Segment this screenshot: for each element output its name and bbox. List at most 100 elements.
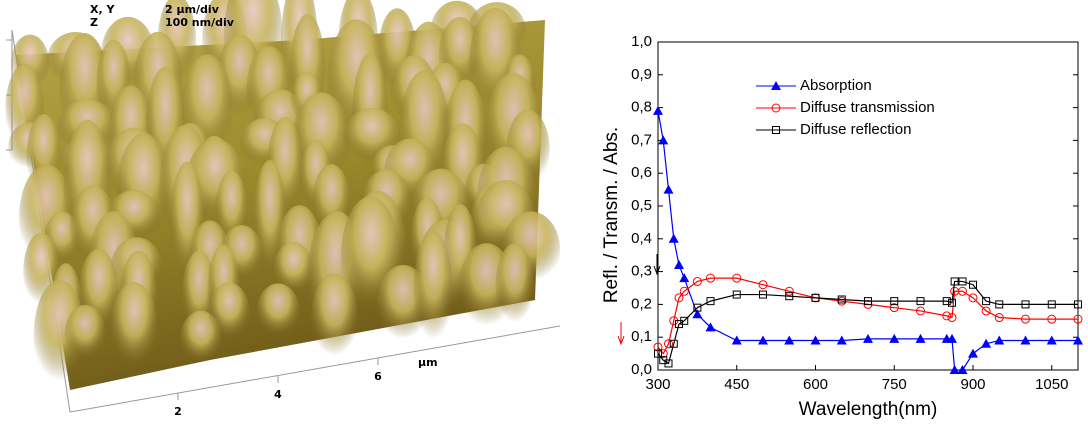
marker xyxy=(772,126,780,134)
y-tick-label: 0,0 xyxy=(631,361,652,378)
marker xyxy=(706,297,715,306)
y-tick-label: 0,2 xyxy=(631,295,652,312)
y-tick-label: 0,1 xyxy=(631,328,652,345)
marker xyxy=(1046,335,1057,345)
marker xyxy=(968,348,978,358)
marker xyxy=(692,309,703,319)
marker xyxy=(784,335,795,345)
marker xyxy=(1073,335,1083,345)
y-tick-label: 0,5 xyxy=(631,197,652,214)
marker xyxy=(771,103,781,113)
marker xyxy=(679,273,690,283)
y-tick-label: 0,4 xyxy=(631,230,652,247)
legend-label: Diffuse transmission xyxy=(800,99,935,116)
marker xyxy=(889,333,900,343)
x-tick-label: 600 xyxy=(803,376,828,393)
marker xyxy=(949,365,960,374)
y-tick-label: 0,9 xyxy=(631,66,652,83)
marker xyxy=(654,349,662,358)
marker xyxy=(693,303,702,312)
marker xyxy=(653,105,663,115)
marker xyxy=(732,290,741,299)
marker xyxy=(811,293,820,302)
annotation-arrow xyxy=(617,322,625,346)
marker xyxy=(810,335,821,345)
marker xyxy=(916,306,925,316)
chart: Refl. / Transm. / Abs. Wavelength(nm) 0,… xyxy=(601,33,1083,420)
marker xyxy=(669,339,678,348)
line xyxy=(657,277,1078,355)
marker xyxy=(981,306,991,316)
afm-peak xyxy=(413,230,453,352)
marker xyxy=(1047,300,1056,309)
afm-image: X, Y 2 µm/div Z 100 nm/div µm 2 4 6 xyxy=(5,0,560,418)
marker xyxy=(674,260,684,270)
marker xyxy=(981,338,992,348)
x-axis-label: Wavelength(nm) xyxy=(799,399,938,420)
marker xyxy=(653,342,663,352)
afm-peak xyxy=(110,282,158,377)
marker xyxy=(958,286,967,296)
marker xyxy=(1073,314,1083,324)
afm-peak xyxy=(495,242,534,331)
marker xyxy=(758,280,768,290)
marker xyxy=(957,365,968,374)
x-tick-label: 900 xyxy=(960,376,985,393)
series xyxy=(654,277,1082,368)
marker xyxy=(680,316,689,325)
marker xyxy=(664,339,673,349)
marker xyxy=(664,359,673,368)
marker xyxy=(969,280,977,289)
legend-label: Diffuse reflection xyxy=(800,121,911,138)
x-tick-label: 450 xyxy=(724,376,749,393)
marker xyxy=(942,311,952,321)
afm-label: X, Y xyxy=(90,3,115,16)
marker xyxy=(658,349,668,359)
afm-tick: 4 xyxy=(274,388,282,401)
marker xyxy=(994,313,1004,323)
y-tick-label: 0,6 xyxy=(631,164,652,181)
afm-tick: 2 xyxy=(174,405,182,418)
afm-label: 100 nm/div xyxy=(165,16,235,29)
marker xyxy=(994,335,1005,345)
afm-peak xyxy=(256,283,300,343)
marker xyxy=(889,303,899,313)
marker xyxy=(863,333,873,343)
x-tick-label: 1050 xyxy=(1035,376,1068,393)
afm-peak xyxy=(311,273,358,365)
marker xyxy=(950,277,959,286)
marker xyxy=(1021,314,1030,324)
y-tick-label: 0,8 xyxy=(631,99,652,116)
afm-peak xyxy=(33,279,86,392)
marker xyxy=(674,293,684,303)
marker xyxy=(890,297,899,306)
marker xyxy=(1020,335,1031,345)
marker xyxy=(731,335,742,345)
marker xyxy=(916,297,925,306)
marker xyxy=(663,184,674,194)
marker xyxy=(705,322,716,332)
marker xyxy=(759,290,767,299)
marker xyxy=(947,333,957,343)
marker xyxy=(785,292,794,301)
y-tick-label: 0,7 xyxy=(631,131,652,148)
marker xyxy=(958,277,967,286)
afm-peak xyxy=(64,304,106,366)
marker xyxy=(1047,314,1057,324)
afm-peaks xyxy=(5,0,560,392)
y-axis-label: Refl. / Transm. / Abs. xyxy=(601,127,622,303)
x-tick-label: 750 xyxy=(882,376,907,393)
marker xyxy=(784,286,794,296)
series xyxy=(653,273,1083,359)
annotation-arrow xyxy=(653,254,661,276)
marker xyxy=(864,297,872,306)
marker xyxy=(836,335,847,345)
afm-label: 2 µm/div xyxy=(165,3,220,16)
marker xyxy=(706,273,715,283)
marker xyxy=(982,297,991,306)
afm-unit: µm xyxy=(418,356,438,369)
marker xyxy=(837,295,846,304)
marker xyxy=(915,333,926,343)
marker xyxy=(968,293,978,303)
